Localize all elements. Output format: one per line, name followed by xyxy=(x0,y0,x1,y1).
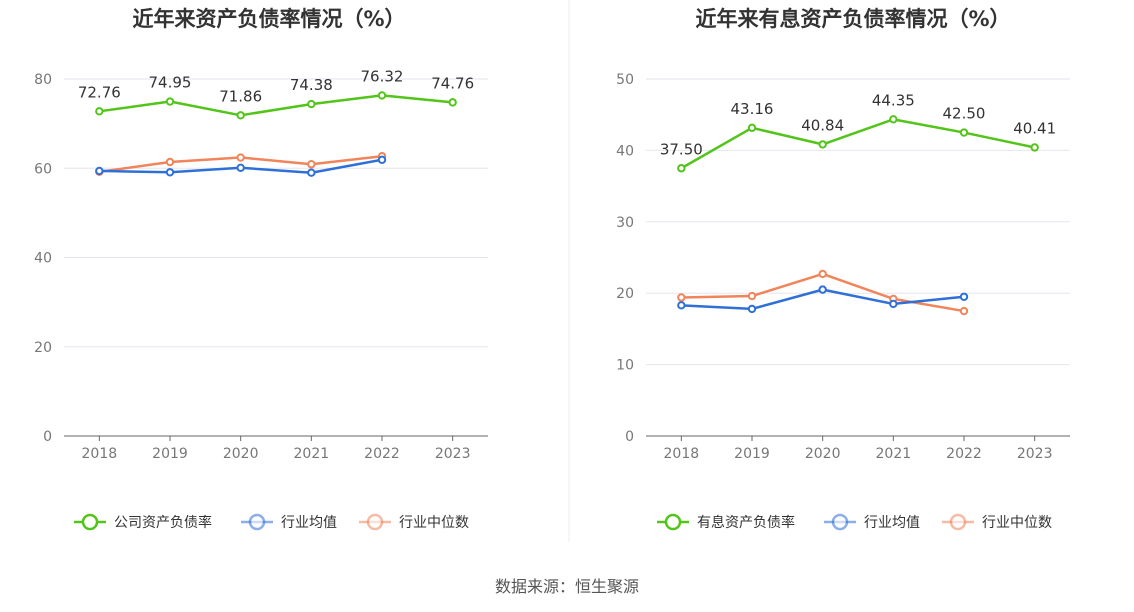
data-point[interactable] xyxy=(889,299,898,309)
data-point[interactable] xyxy=(307,99,316,109)
data-point[interactable] xyxy=(747,123,757,133)
data-label: 43.16 xyxy=(731,100,774,118)
data-label: 72.76 xyxy=(78,83,121,101)
data-label: 74.38 xyxy=(290,76,333,94)
chart-title: 近年来资产负债率情况（%） xyxy=(132,7,405,31)
chart-panel-1: 近年来资产负债率情况（%） 0 20 40 60 80 2018 2019 2020 2021 20… xyxy=(34,7,488,531)
x-tick-label: 2018 xyxy=(82,446,118,462)
series-1: 37.50 43.16 40.84 44.35 42.50 40.41 xyxy=(660,91,1056,173)
data-point[interactable] xyxy=(959,306,969,316)
data-point[interactable] xyxy=(95,166,104,176)
x-tick-label: 2022 xyxy=(364,446,400,462)
series-line xyxy=(99,94,453,117)
data-point[interactable] xyxy=(307,160,316,169)
legend-marker-icon xyxy=(664,513,682,531)
data-point[interactable] xyxy=(747,291,757,301)
series-1: 72.76 74.95 71.86 74.38 76.32 74.76 xyxy=(78,67,474,120)
series-line xyxy=(680,118,1035,170)
legend-item[interactable]: 行业均值 xyxy=(241,513,337,531)
x-tick-label: 2021 xyxy=(294,446,330,462)
y-tick-label: 20 xyxy=(34,340,52,356)
chart-title: 近年来有息资产负债率情况（%） xyxy=(695,7,1010,31)
data-point[interactable] xyxy=(818,285,827,294)
x-tick-label: 2020 xyxy=(805,446,841,462)
x-tick-label: 2018 xyxy=(664,446,700,462)
data-point[interactable] xyxy=(747,304,757,314)
legend-item[interactable]: 有息资产负债率 xyxy=(657,513,795,531)
y-tick-label: 10 xyxy=(616,358,634,374)
data-label: 74.76 xyxy=(431,74,474,92)
data-label: 71.86 xyxy=(219,87,262,105)
x-tick-label: 2019 xyxy=(734,446,770,462)
y-tick-label: 80 xyxy=(34,72,52,88)
data-point[interactable] xyxy=(165,157,175,167)
data-point[interactable] xyxy=(377,91,387,100)
legend-label: 行业中位数 xyxy=(982,515,1052,531)
data-point[interactable] xyxy=(959,292,969,301)
y-tick-label: 30 xyxy=(616,215,634,231)
legend-item[interactable]: 行业均值 xyxy=(824,513,920,531)
data-point[interactable] xyxy=(307,168,316,177)
data-label: 40.84 xyxy=(801,116,844,134)
data-label: 42.50 xyxy=(943,105,986,123)
data-point[interactable] xyxy=(236,153,245,162)
data-point[interactable] xyxy=(677,293,686,302)
legend-label: 行业均值 xyxy=(281,515,337,531)
x-tick-label: 2022 xyxy=(946,446,982,462)
legend-marker-icon xyxy=(831,513,849,531)
data-point[interactable] xyxy=(236,163,245,173)
legend-label: 行业中位数 xyxy=(399,515,469,531)
data-point[interactable] xyxy=(889,115,898,124)
data-point[interactable] xyxy=(95,107,104,116)
y-tick-label: 0 xyxy=(43,429,52,445)
chart-panel-2: 近年来有息资产负债率情况（%） 0 10 20 30 40 50 2018 2019 2020 20… xyxy=(616,7,1070,531)
series-3 xyxy=(677,269,969,316)
data-point[interactable] xyxy=(448,98,457,107)
data-point[interactable] xyxy=(377,155,387,164)
y-tick-label: 60 xyxy=(34,161,52,177)
y-tick-label: 20 xyxy=(616,286,634,302)
y-tick-label: 0 xyxy=(625,429,634,445)
legend-marker-icon xyxy=(81,513,99,531)
legend-label: 行业均值 xyxy=(864,515,920,531)
data-point[interactable] xyxy=(236,111,245,120)
series-2 xyxy=(677,285,969,314)
source-note: 数据来源：恒生聚源 xyxy=(495,577,639,596)
x-tick-label: 2019 xyxy=(152,446,188,462)
data-label: 76.32 xyxy=(361,67,404,85)
data-point[interactable] xyxy=(959,128,969,137)
y-tick-label: 50 xyxy=(616,72,634,88)
data-point[interactable] xyxy=(165,97,175,106)
y-tick-label: 40 xyxy=(34,251,52,267)
data-point[interactable] xyxy=(677,164,686,173)
legend: 有息资产负债率 行业均值 行业中位数 xyxy=(657,513,1052,531)
y-tick-label: 40 xyxy=(616,143,634,159)
legend: 公司资产负债率 行业均值 行业中位数 xyxy=(74,513,469,531)
legend-marker-icon xyxy=(366,513,384,531)
legend-marker-icon xyxy=(949,513,967,531)
data-point[interactable] xyxy=(818,269,827,279)
x-tick-label: 2020 xyxy=(223,446,259,462)
data-label: 74.95 xyxy=(149,74,192,92)
legend-item[interactable]: 公司资产负债率 xyxy=(74,513,212,531)
legend-item[interactable]: 行业中位数 xyxy=(942,513,1052,531)
data-point[interactable] xyxy=(677,301,686,310)
x-tick-label: 2021 xyxy=(876,446,912,462)
data-point[interactable] xyxy=(165,168,175,177)
legend-item[interactable]: 行业中位数 xyxy=(359,513,469,531)
legend-label: 有息资产负债率 xyxy=(697,514,795,531)
data-point[interactable] xyxy=(1030,143,1039,152)
x-tick-label: 2023 xyxy=(1017,446,1053,462)
data-label: 37.50 xyxy=(660,140,703,158)
legend-marker-icon xyxy=(248,513,266,531)
data-label: 44.35 xyxy=(872,91,915,109)
data-label: 40.41 xyxy=(1013,119,1056,137)
legend-label: 公司资产负债率 xyxy=(114,514,212,531)
series-2 xyxy=(95,155,387,177)
data-point[interactable] xyxy=(818,140,827,149)
x-tick-label: 2023 xyxy=(435,446,471,462)
